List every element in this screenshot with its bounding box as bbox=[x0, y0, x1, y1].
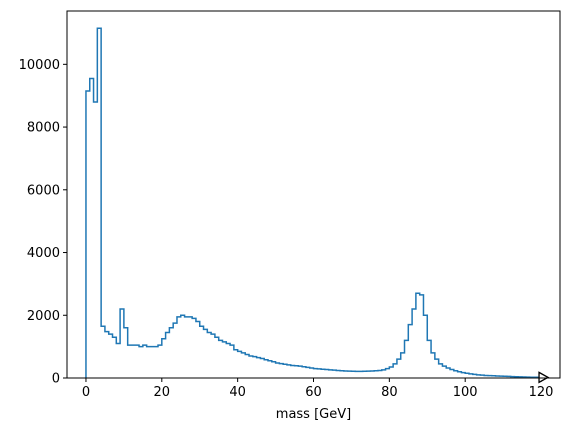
y-tick-label: 2000 bbox=[27, 309, 60, 324]
x-axis-ticks: 0 20 40 60 80 100 120 bbox=[82, 378, 554, 400]
x-tick-label: 80 bbox=[381, 385, 398, 400]
histogram-step-line bbox=[85, 27, 542, 379]
y-tick-label: 4000 bbox=[27, 246, 60, 261]
x-tick-label: 20 bbox=[154, 385, 171, 400]
y-tick-label: 10000 bbox=[19, 58, 60, 73]
y-tick-label: 8000 bbox=[27, 121, 60, 136]
y-tick-label: 6000 bbox=[27, 183, 60, 198]
x-axis-label: mass [GeV] bbox=[276, 407, 351, 422]
overflow-marker bbox=[538, 371, 550, 384]
x-tick-label: 120 bbox=[529, 385, 554, 400]
x-tick-label: 0 bbox=[82, 385, 90, 400]
y-tick-label: 0 bbox=[52, 372, 60, 387]
plot-frame bbox=[66, 10, 561, 379]
y-axis-ticks: 0 2000 4000 6000 8000 10000 bbox=[19, 58, 67, 387]
x-tick-label: 40 bbox=[229, 385, 246, 400]
x-tick-label: 100 bbox=[453, 385, 478, 400]
x-tick-label: 60 bbox=[305, 385, 322, 400]
